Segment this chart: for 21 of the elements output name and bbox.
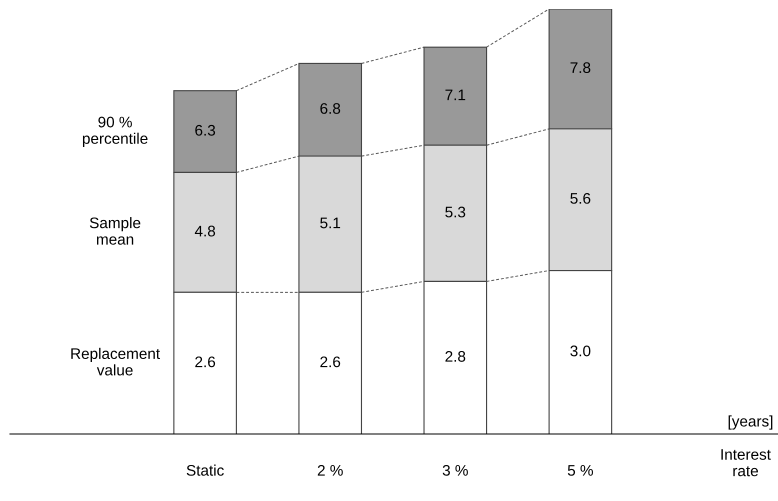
annotation: 5.3 — [445, 206, 466, 218]
annotation: 7.1 — [445, 90, 466, 100]
data-label: 2.8 — [445, 351, 466, 362]
annotation: 6.8 — [320, 103, 340, 114]
text: Sample mean — [90, 217, 140, 245]
data-label: 3.0 — [570, 346, 590, 356]
text: [years] — [728, 415, 772, 430]
annotation: 4.8 — [194, 226, 216, 236]
x-tick-label: 5 % — [568, 465, 593, 476]
annotation: 5.6 — [570, 192, 590, 204]
series-label: 90 % percentile — [82, 116, 148, 147]
text: Interest rate — [721, 449, 771, 476]
x-tick-label: 2 % — [318, 464, 343, 476]
annotation: 6.3 — [195, 124, 216, 136]
series-label: Replacement value — [71, 348, 160, 376]
x-tick-label: Static — [186, 464, 224, 476]
data-label: 2.6 — [195, 356, 216, 368]
annotation: 5.1 — [320, 218, 340, 228]
x-tick-label: 3 % — [442, 464, 468, 476]
annotation: 7.8 — [570, 62, 590, 74]
data-label: 2.6 — [320, 356, 340, 368]
